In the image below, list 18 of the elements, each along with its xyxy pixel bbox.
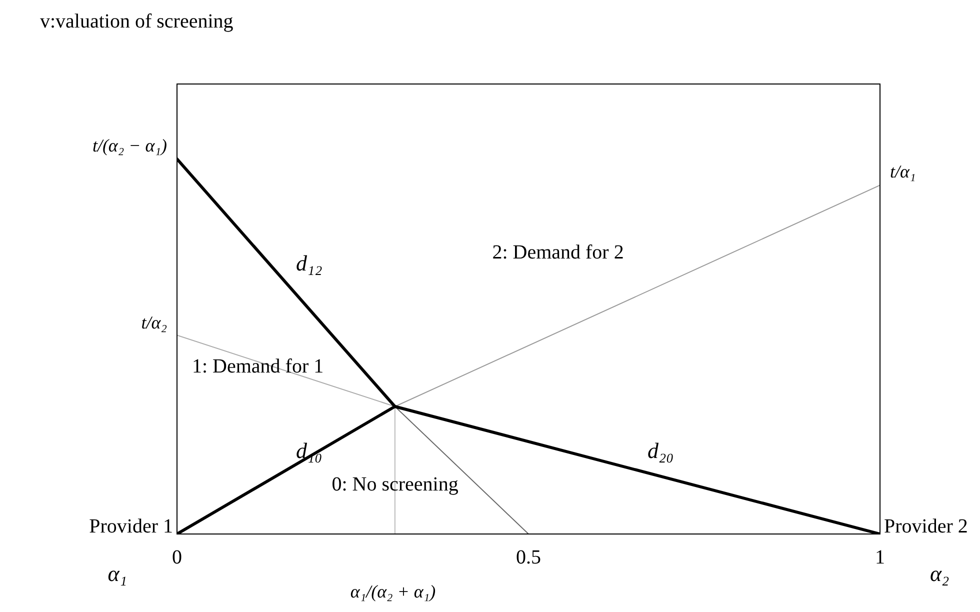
x-tick-label: 0	[172, 546, 182, 568]
series-label: d₁₀	[296, 438, 322, 464]
annotation: 2: Demand for 2	[492, 241, 624, 264]
series-label: d₂₀	[647, 438, 674, 464]
text: α₁	[108, 560, 127, 586]
text: v:valuation of screening	[40, 10, 234, 32]
text: Provider 2	[884, 515, 968, 538]
series-label: d₁₂	[296, 250, 323, 276]
text: α₁/(α₂ + α₁)	[350, 582, 436, 602]
text: t/α₁	[890, 162, 916, 182]
text: Provider 1	[89, 515, 173, 538]
text: t/(α₂ − α₁)	[92, 136, 167, 156]
text: t/α₂	[141, 312, 167, 333]
annotation: 1: Demand for 1	[192, 355, 324, 378]
text: α₂	[930, 560, 950, 586]
annotation: 0: No screening	[332, 473, 458, 496]
x-tick-label: 0.5	[516, 546, 541, 568]
x-tick-label: 1	[875, 546, 885, 568]
